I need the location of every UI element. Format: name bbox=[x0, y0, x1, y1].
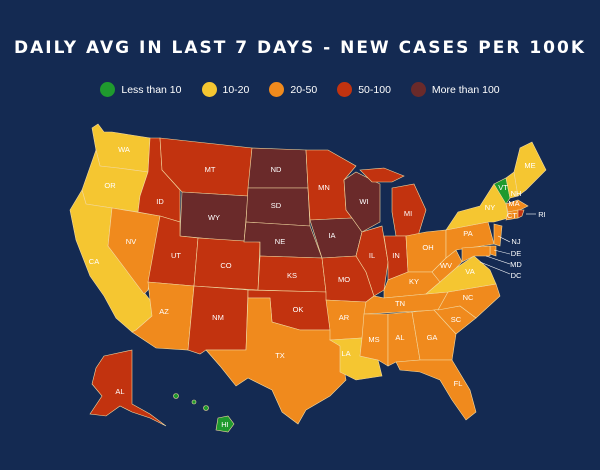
state-label-wi: WI bbox=[359, 197, 368, 206]
state-label-tx: TX bbox=[275, 351, 285, 360]
state-label-sc: SC bbox=[451, 315, 462, 324]
legend-item-10-20: 10-20 bbox=[201, 82, 250, 97]
legend-item-20-50: 20-50 bbox=[269, 82, 317, 97]
legend-swatch-10-20 bbox=[201, 82, 217, 97]
state-tx[interactable] bbox=[205, 297, 347, 425]
state-label-id: ID bbox=[156, 197, 164, 206]
state-label-ks: KS bbox=[287, 271, 297, 280]
state-label-nm: NM bbox=[212, 313, 224, 322]
legend-swatch-50-100 bbox=[337, 82, 353, 97]
legend-label: 20-50 bbox=[290, 83, 318, 96]
leader-line-nj bbox=[497, 235, 511, 243]
legend-label: 10-20 bbox=[222, 83, 250, 96]
state-label-in: IN bbox=[392, 251, 400, 260]
legend-item-gt100: More than 100 bbox=[410, 82, 500, 97]
legend-swatch-lt10 bbox=[100, 82, 116, 97]
state-label-ct: CT bbox=[507, 211, 517, 220]
state-label-ak: AL bbox=[115, 387, 124, 396]
state-label-ky: KY bbox=[409, 277, 419, 286]
leader-line-md bbox=[485, 255, 511, 265]
state-hi-island bbox=[203, 405, 209, 411]
state-label-or: OR bbox=[104, 181, 116, 190]
legend-item-50-100: 50-100 bbox=[337, 82, 391, 97]
state-mi-upper[interactable] bbox=[359, 167, 405, 183]
state-label-co: CO bbox=[220, 261, 231, 270]
legend-swatch-gt100 bbox=[410, 82, 426, 97]
state-label-va: VA bbox=[465, 267, 474, 276]
state-hi[interactable] bbox=[215, 415, 235, 433]
state-nj[interactable] bbox=[493, 223, 503, 247]
state-label-mo: MO bbox=[338, 275, 350, 284]
state-label-sd: SD bbox=[271, 201, 282, 210]
state-label-nd: ND bbox=[271, 165, 282, 174]
legend-swatch-20-50 bbox=[269, 82, 285, 97]
state-fl[interactable] bbox=[395, 359, 477, 421]
state-label-wv: WV bbox=[440, 261, 452, 270]
state-label-il: IL bbox=[369, 251, 375, 260]
state-label-md: MD bbox=[510, 260, 522, 269]
state-hi-island bbox=[173, 393, 179, 399]
state-label-ga: GA bbox=[427, 333, 438, 342]
state-label-al: AL bbox=[395, 333, 404, 342]
state-ri[interactable] bbox=[517, 209, 525, 219]
legend-label: 50-100 bbox=[358, 83, 391, 96]
state-label-ms: MS bbox=[368, 335, 379, 344]
state-label-fl: FL bbox=[454, 379, 463, 388]
leader-line-de bbox=[493, 249, 511, 255]
state-label-wy: WY bbox=[208, 213, 220, 222]
state-label-mt: MT bbox=[205, 165, 216, 174]
state-ga[interactable] bbox=[411, 309, 457, 361]
state-label-oh: OH bbox=[422, 243, 433, 252]
state-ma[interactable] bbox=[505, 199, 529, 213]
state-label-ia: IA bbox=[328, 231, 335, 240]
state-label-nc: NC bbox=[463, 293, 474, 302]
state-label-vt: VT bbox=[498, 183, 508, 192]
state-label-ar: AR bbox=[339, 313, 350, 322]
state-label-ut: UT bbox=[171, 251, 181, 260]
state-label-me: ME bbox=[524, 161, 535, 170]
state-label-pa: PA bbox=[463, 229, 472, 238]
state-label-ny: NY bbox=[485, 203, 495, 212]
state-label-ri: RI bbox=[538, 210, 546, 219]
legend-label: More than 100 bbox=[431, 83, 500, 96]
state-label-de: DE bbox=[511, 249, 521, 258]
state-label-az: AZ bbox=[159, 307, 169, 316]
legend-label: Less than 10 bbox=[121, 83, 182, 96]
state-hi-island bbox=[191, 399, 197, 405]
state-il[interactable] bbox=[355, 225, 389, 297]
state-label-la: LA bbox=[341, 349, 350, 358]
legend: Less than 10 10-20 20-50 50-100 More tha… bbox=[0, 82, 600, 97]
state-label-ca: CA bbox=[89, 257, 99, 266]
state-label-ma: MA bbox=[508, 199, 519, 208]
state-de[interactable] bbox=[489, 245, 497, 257]
state-label-wa: WA bbox=[118, 145, 130, 154]
state-md[interactable] bbox=[461, 245, 491, 263]
map-title: DAILY AVG IN LAST 7 DAYS - NEW CASES PER… bbox=[14, 38, 586, 58]
state-label-nj: NJ bbox=[511, 237, 520, 246]
state-label-nh: NH bbox=[511, 189, 522, 198]
state-ak[interactable] bbox=[89, 349, 167, 427]
leader-line-dc bbox=[479, 261, 511, 275]
state-label-dc: DC bbox=[511, 271, 522, 280]
state-label-mi: MI bbox=[404, 209, 412, 218]
state-label-ok: OK bbox=[293, 305, 304, 314]
state-label-nv: NV bbox=[126, 237, 136, 246]
state-label-tn: TN bbox=[395, 299, 405, 308]
state-me[interactable] bbox=[513, 141, 547, 197]
state-label-ne: NE bbox=[275, 237, 285, 246]
state-label-hi: HI bbox=[221, 420, 229, 429]
state-label-mn: MN bbox=[318, 183, 330, 192]
legend-item-lt10: Less than 10 bbox=[100, 82, 182, 97]
state-wi[interactable] bbox=[343, 171, 381, 233]
